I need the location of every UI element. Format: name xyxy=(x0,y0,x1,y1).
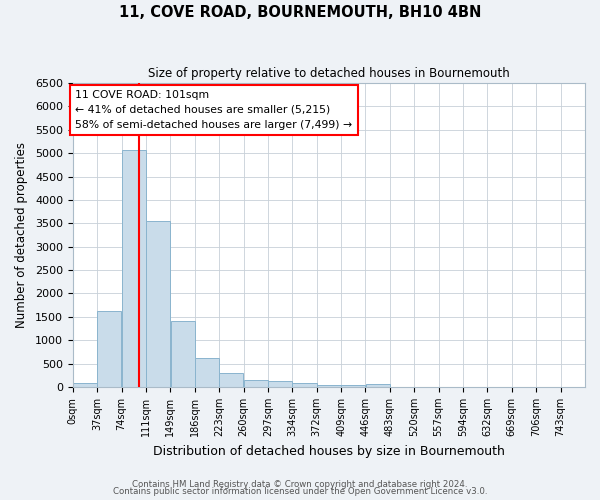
X-axis label: Distribution of detached houses by size in Bournemouth: Distribution of detached houses by size … xyxy=(153,444,505,458)
Bar xyxy=(244,380,268,387)
Bar xyxy=(365,384,390,387)
Bar xyxy=(73,384,97,387)
Bar xyxy=(292,382,317,387)
Bar xyxy=(341,385,365,387)
Bar xyxy=(268,381,292,387)
Text: 11, COVE ROAD, BOURNEMOUTH, BH10 4BN: 11, COVE ROAD, BOURNEMOUTH, BH10 4BN xyxy=(119,5,481,20)
Bar xyxy=(170,322,194,387)
Text: 11 COVE ROAD: 101sqm
← 41% of detached houses are smaller (5,215)
58% of semi-de: 11 COVE ROAD: 101sqm ← 41% of detached h… xyxy=(76,90,353,130)
Bar xyxy=(146,220,170,387)
Bar xyxy=(195,358,219,387)
Bar xyxy=(317,385,341,387)
Text: Contains public sector information licensed under the Open Government Licence v3: Contains public sector information licen… xyxy=(113,487,487,496)
Y-axis label: Number of detached properties: Number of detached properties xyxy=(15,142,28,328)
Bar xyxy=(122,150,146,387)
Bar xyxy=(220,373,244,387)
Bar xyxy=(97,310,121,387)
Text: Contains HM Land Registry data © Crown copyright and database right 2024.: Contains HM Land Registry data © Crown c… xyxy=(132,480,468,489)
Title: Size of property relative to detached houses in Bournemouth: Size of property relative to detached ho… xyxy=(148,68,510,80)
